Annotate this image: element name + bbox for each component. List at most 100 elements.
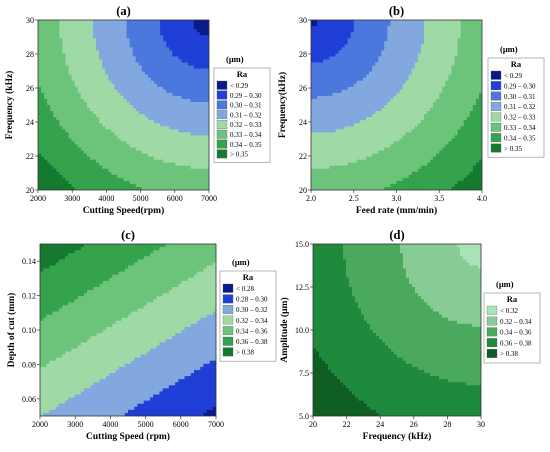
x-tick-label: 3.0 xyxy=(392,194,402,203)
legend-label: 0.30 – 0.32 xyxy=(236,306,268,314)
y-tick-label: 30 xyxy=(299,16,307,25)
legend-swatch xyxy=(216,129,228,139)
legend-label: 0.34 – 0.35 xyxy=(504,134,536,142)
y-axis-label: Depth of cut (mm) xyxy=(6,293,17,368)
x-tick-label: 3000 xyxy=(67,420,83,429)
y-tick-label: 30 xyxy=(26,16,34,25)
legend-swatch xyxy=(222,283,234,293)
x-tick-label: 2.5 xyxy=(349,194,359,203)
y-tick-label: 0.10 xyxy=(22,326,36,335)
legend-label: 0.30 – 0.31 xyxy=(230,102,262,110)
y-axis-label: Frequency(kHz) xyxy=(277,72,288,138)
legend-label: > 0.35 xyxy=(504,145,522,153)
x-axis-label: Cutting Speed (rpm) xyxy=(86,431,170,442)
legend-title: Ra xyxy=(237,69,248,79)
legend-swatch xyxy=(216,110,228,120)
legend-label: 0.28 – 0.30 xyxy=(236,296,268,304)
x-tick-label: 28 xyxy=(443,420,451,429)
legend-swatch xyxy=(216,100,228,110)
contour-panel-d: 20 22 24 26 28 30 5.0 7.5 10.0 12.5 15.0 (d) Frequen… xyxy=(279,228,541,442)
x-tick-label: 5000 xyxy=(133,194,149,203)
y-tick-label: 7.5 xyxy=(299,369,309,378)
contour-fill xyxy=(311,20,482,190)
y-tick-label: 20 xyxy=(299,186,307,195)
y-tick-label: 5.0 xyxy=(299,412,309,421)
legend-label: 0.34 – 0.36 xyxy=(236,327,268,335)
y-tick-label: 26 xyxy=(299,84,307,93)
legend-swatch xyxy=(490,70,502,80)
legend-swatch xyxy=(222,336,234,346)
legend-label: 0.32 – 0.34 xyxy=(500,318,532,326)
legend-label: > 0.38 xyxy=(236,349,254,357)
contour-panel-c: 2000 3000 4000 5000 6000 7000 0.06 0.08 0.10 0.12… xyxy=(6,228,277,442)
x-tick-label: 4000 xyxy=(102,420,118,429)
y-tick-label: 0.14 xyxy=(22,257,36,266)
y-tick-label: 24 xyxy=(299,118,307,127)
x-tick-label: 5000 xyxy=(138,420,154,429)
legend-label: > 0.38 xyxy=(500,350,518,358)
x-tick-label: 3000 xyxy=(64,194,80,203)
x-tick-label: 6000 xyxy=(167,194,183,203)
legend: (μm) Ra < 0.28 0.28 – 0.30 0.30 – 0.32 0.32 –… xyxy=(219,257,277,362)
legend-swatch xyxy=(216,90,228,100)
legend-label: < 0.29 xyxy=(504,72,522,80)
legend-swatch xyxy=(222,305,234,314)
x-tick-label: 2.0 xyxy=(306,194,316,203)
legend: (μm) Ra < 0.32 0.32 – 0.34 0.34 – 0.36 0.36 –… xyxy=(483,279,541,364)
legend-label: 0.31 – 0.32 xyxy=(230,111,262,119)
x-tick-label: 4000 xyxy=(98,194,114,203)
legend: (μm) Ra < 0.29 0.29 – 0.30 0.30 – 0.310.31 –… xyxy=(213,54,271,163)
legend-title: Ra xyxy=(511,59,522,69)
legend-label: 0.33 – 0.34 xyxy=(504,124,536,132)
contour-fill xyxy=(40,244,216,416)
legend-label: 0.36 – 0.38 xyxy=(236,338,268,346)
legend-swatch xyxy=(222,326,234,336)
y-tick-label: 28 xyxy=(26,50,34,59)
legend-swatch xyxy=(486,327,498,337)
y-tick-label: 15.0 xyxy=(295,240,309,249)
contour-fill xyxy=(38,20,209,190)
legend-label: 0.29 – 0.30 xyxy=(504,82,536,90)
legend-swatch xyxy=(490,143,502,153)
legend-title: Ra xyxy=(243,272,254,282)
panel-title: (d) xyxy=(389,228,404,242)
legend-label: 0.34 – 0.35 xyxy=(230,141,262,149)
contour-panel-a: 2000 3000 4000 5000 6000 7000 20 22 24 26 28 30 (a) C… xyxy=(4,4,271,216)
legend-swatch xyxy=(486,338,498,348)
contour-fill xyxy=(313,244,481,416)
x-tick-label: 20 xyxy=(309,420,317,429)
y-tick-label: 0.06 xyxy=(22,395,36,404)
x-tick-label: 24 xyxy=(376,420,384,429)
legend-swatch xyxy=(490,91,502,101)
x-tick-label: 4.0 xyxy=(477,194,487,203)
panel-title: (a) xyxy=(116,4,131,18)
legend-swatch xyxy=(486,349,498,358)
legend-label: 0.34 – 0.36 xyxy=(500,329,532,337)
legend-label: < 0.32 xyxy=(500,307,518,315)
y-tick-label: 20 xyxy=(26,186,34,195)
plot-frame xyxy=(37,19,210,191)
x-tick-label: 2000 xyxy=(30,194,46,203)
legend-unit: (μm) xyxy=(232,257,250,267)
x-axis-label: Cutting Speed(rpm) xyxy=(83,205,165,216)
y-tick-label: 22 xyxy=(26,152,34,161)
y-axis-label: Frequency (kHz) xyxy=(4,71,15,140)
legend-label: < 0.29 xyxy=(230,82,248,90)
legend-label: 0.32 – 0.33 xyxy=(230,121,262,129)
legend-label: > 0.35 xyxy=(230,151,248,159)
panel-title: (c) xyxy=(121,228,135,242)
x-tick-label: 6000 xyxy=(173,420,189,429)
legend-swatch xyxy=(486,305,498,315)
legend-title: Ra xyxy=(507,294,518,304)
legend-label: 0.31 – 0.32 xyxy=(504,103,536,111)
legend-unit: (μm) xyxy=(226,54,244,64)
x-tick-label: 7000 xyxy=(208,420,224,429)
contour-panel-b: 2.0 2.5 3.0 3.5 4.0 20 22 24 26 28 30 (b) Feed rate … xyxy=(277,4,545,216)
x-tick-label: 3.5 xyxy=(434,194,444,203)
y-tick-label: 24 xyxy=(26,118,34,127)
y-axis-label: Amplitude (μm) xyxy=(279,297,290,362)
x-axis-label: Feed rate (mm/min) xyxy=(356,205,437,216)
y-tick-label: 10.0 xyxy=(295,326,309,335)
x-tick-label: 22 xyxy=(343,420,351,429)
